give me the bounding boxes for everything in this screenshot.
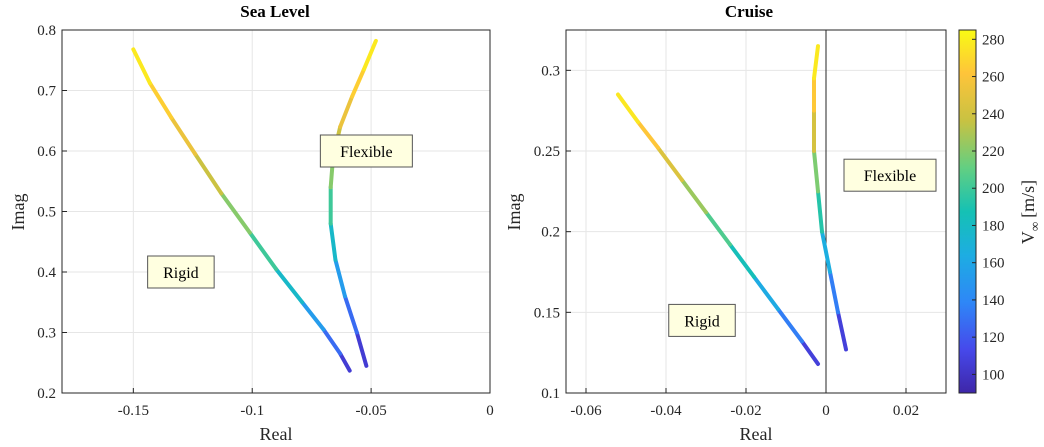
cruise-y-axis-label: Imag [504, 194, 524, 231]
sea-level-y-tick-label: 0.2 [37, 386, 56, 402]
cruise-x-tick-label: -0.04 [650, 403, 682, 419]
cruise-rigid-segment [616, 92, 640, 124]
sea-level-annotation-box [147, 255, 215, 289]
sea-level-rigid-segment [338, 351, 352, 373]
cruise-y-tick-label: 0.3 [541, 63, 560, 79]
sea-level-rigid-segment [300, 300, 326, 332]
sea-level-x-tick-label: -0.05 [355, 403, 386, 419]
colorbar-tick-label: 260 [982, 70, 1005, 86]
sea-level-rigid-segment [321, 327, 343, 356]
cruise-flexible-segment [812, 149, 820, 194]
sea-level-rigid-segment [247, 230, 278, 271]
cruise-x-axis-label: Real [740, 424, 773, 444]
colorbar-tick-label: 100 [982, 367, 1005, 383]
colorbar-frame [958, 29, 977, 394]
cruise-y-tick-label: 0.15 [534, 305, 560, 321]
sea-level-series-rigid [131, 47, 352, 373]
sea-level-annotation-text: Flexible [340, 144, 392, 161]
sea-level-title: Sea Level [240, 2, 310, 21]
cruise-flexible-segment [828, 270, 840, 315]
sea-level-x-tick-label: 0 [486, 403, 494, 419]
colorbar-tick-label: 160 [982, 256, 1005, 272]
cruise-flexible-segment [812, 44, 820, 81]
cruise-flexible-segment [836, 310, 848, 352]
sea-level-y-axis-label: Imag [8, 194, 28, 231]
sea-level-flexible-segment [338, 94, 355, 129]
cruise-rigid-segment [704, 210, 732, 247]
cruise-y-tick-label: 0.2 [541, 225, 560, 241]
colorbar-gradient [959, 30, 976, 393]
sea-level-flexible-segment [361, 38, 378, 72]
sea-level-y-tick-label: 0.6 [37, 144, 56, 160]
cruise-axes-frame [565, 29, 947, 394]
sea-level-series-flexible [328, 38, 378, 368]
cruise-y-tick-label: 0.25 [534, 144, 560, 160]
sea-level-x-tick-label: -0.1 [240, 403, 264, 419]
sea-level-flexible-segment [333, 257, 347, 299]
cruise-flexible-segment [820, 229, 832, 274]
colorbar-label: V∞[m/s] [1018, 180, 1042, 244]
cruise-rigid-segment [728, 242, 756, 279]
cruise-title: Cruise [725, 2, 774, 21]
sea-level-rigid-segment [131, 47, 152, 86]
sea-level-flexible-segment [354, 330, 369, 368]
cruise-x-tick-label: -0.02 [730, 403, 761, 419]
colorbar: 100 120 140 160 180 200 220 240 260 280 V∞[m/s] [958, 29, 1042, 394]
cruise-series-rigid [616, 92, 820, 366]
sea-level-rigid-segment [193, 152, 224, 196]
colorbar-tick-label: 180 [982, 218, 1005, 234]
sea-level-y-tick-label: 0.8 [37, 23, 56, 39]
cruise-rigid-segment [636, 119, 660, 150]
sea-level-rigid-segment [169, 115, 198, 157]
cruise-annotation-box [843, 158, 937, 192]
cruise-series-flexible [812, 44, 848, 352]
cruise-x-tick-label: 0.02 [893, 403, 919, 419]
cruise-panel: Cruise Rigid Flexible -0.06 -0.04 -0.02 0 0.0… [504, 2, 947, 444]
cruise-rigid-segment [752, 274, 780, 312]
sea-level-flexible-segment [342, 294, 359, 335]
cruise-flexible-segment [816, 189, 824, 234]
cruise-y-tick-label: 0.1 [541, 386, 560, 402]
sea-level-flexible-segment [350, 67, 366, 99]
sea-level-flexible-segment [328, 221, 338, 262]
colorbar-tick-label: 140 [982, 293, 1005, 309]
cruise-rigid-segment [680, 178, 708, 215]
sea-level-rigid-segment [219, 191, 252, 235]
cruise-annotation-box [668, 303, 736, 337]
sea-level-y-tick-label: 0.4 [37, 265, 56, 281]
sea-level-y-tick-label: 0.5 [37, 205, 56, 221]
sea-level-rigid-segment [147, 81, 174, 120]
cruise-rigid-segment [776, 307, 804, 344]
colorbar-tick-label: 280 [982, 32, 1005, 48]
sea-level-x-axis-label: Real [260, 424, 293, 444]
sea-level-x-tick-label: -0.15 [118, 403, 149, 419]
sea-level-annotation-box [319, 134, 413, 168]
cruise-annotation-text: Flexible [864, 168, 916, 185]
colorbar-tick-label: 220 [982, 144, 1005, 160]
cruise-rigid-segment [800, 339, 820, 366]
cruise-x-tick-label: 0 [822, 403, 830, 419]
sea-level-rigid-segment [274, 266, 305, 305]
cruise-annotation-text: Rigid [684, 313, 720, 330]
colorbar-tick-label: 240 [982, 107, 1005, 123]
sea-level-y-tick-label: 0.3 [37, 326, 56, 342]
cruise-rigid-segment [656, 145, 684, 183]
cruise-x-tick-label: -0.06 [570, 403, 602, 419]
sea-level-annotation-text: Rigid [163, 265, 199, 282]
sea-level-y-tick-label: 0.7 [37, 84, 56, 100]
colorbar-tick-label: 120 [982, 330, 1005, 346]
colorbar-tick-label: 200 [982, 181, 1005, 197]
